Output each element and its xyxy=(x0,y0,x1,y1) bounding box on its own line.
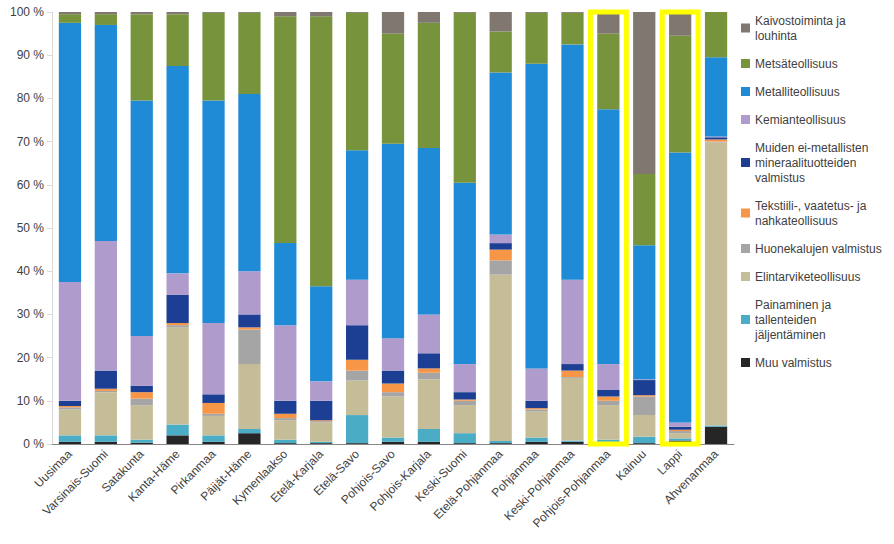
svg-text:Pohjois-Karjala: Pohjois-Karjala xyxy=(367,447,434,514)
svg-text:Varsinais-Suomi: Varsinais-Suomi xyxy=(39,447,111,518)
svg-text:Kaivostoiminta ja: Kaivostoiminta ja xyxy=(755,14,849,28)
svg-text:jäljentäminen: jäljentäminen xyxy=(754,328,826,342)
svg-text:Uusimaa: Uusimaa xyxy=(31,447,75,491)
svg-text:Kemianteollisuus: Kemianteollisuus xyxy=(755,113,846,127)
svg-text:100 %: 100 % xyxy=(10,5,44,19)
svg-text:Kainuu: Kainuu xyxy=(613,447,649,483)
svg-text:Pohjois-Savo: Pohjois-Savo xyxy=(338,447,398,507)
svg-text:Keski-Pohjanmaa: Keski-Pohjanmaa xyxy=(501,447,578,524)
svg-text:Metalliteollisuus: Metalliteollisuus xyxy=(755,85,840,99)
svg-text:nahkateollisuus: nahkateollisuus xyxy=(755,214,838,228)
svg-text:Tekstiili-, vaatetus- ja: Tekstiili-, vaatetus- ja xyxy=(755,199,870,213)
svg-text:40 %: 40 % xyxy=(17,264,45,278)
svg-text:50 %: 50 % xyxy=(17,221,45,235)
svg-text:20 %: 20 % xyxy=(17,351,45,365)
svg-text:Muu valmistus: Muu valmistus xyxy=(755,356,832,370)
svg-text:10 %: 10 % xyxy=(17,394,45,408)
svg-text:Päijät-Häme: Päijät-Häme xyxy=(197,447,255,504)
svg-text:Muiden ei-metallisten: Muiden ei-metallisten xyxy=(755,141,872,155)
svg-text:Metsäteollisuus: Metsäteollisuus xyxy=(755,57,838,71)
svg-text:Pohjanmaa: Pohjanmaa xyxy=(488,447,542,500)
svg-text:Pohjois-Pohjanmaa: Pohjois-Pohjanmaa xyxy=(530,447,614,531)
svg-text:Etelä-Savo: Etelä-Savo xyxy=(310,447,363,499)
svg-text:Huonekalujen valmistus: Huonekalujen valmistus xyxy=(755,242,882,256)
svg-text:mineraalituotteiden: mineraalituotteiden xyxy=(755,156,860,170)
svg-text:Pirkanmaa: Pirkanmaa xyxy=(168,447,219,498)
svg-text:louhinta: louhinta xyxy=(755,29,797,43)
svg-text:Elintarviketeollisuus: Elintarviketeollisuus xyxy=(755,270,860,284)
svg-text:tallenteiden: tallenteiden xyxy=(755,313,820,327)
svg-text:Kanta-Häme: Kanta-Häme xyxy=(125,447,183,505)
svg-text:70 %: 70 % xyxy=(17,135,45,149)
svg-text:90 %: 90 % xyxy=(17,48,45,62)
svg-text:Painaminen ja: Painaminen ja xyxy=(755,298,834,312)
svg-text:Etelä-Pohjanmaa: Etelä-Pohjanmaa xyxy=(430,447,506,522)
svg-text:Etelä-Karjala: Etelä-Karjala xyxy=(267,447,327,506)
svg-text:Ahvenanmaa: Ahvenanmaa xyxy=(661,447,721,507)
svg-text:Kymenlaakso: Kymenlaakso xyxy=(229,447,291,508)
svg-text:Keski-Suomi: Keski-Suomi xyxy=(412,447,470,505)
svg-text:Lappi: Lappi xyxy=(654,447,685,478)
svg-text:valmistus: valmistus xyxy=(755,171,805,185)
svg-text:0 %: 0 % xyxy=(23,437,44,451)
svg-text:Satakunta: Satakunta xyxy=(98,447,147,496)
svg-text:80 %: 80 % xyxy=(17,91,45,105)
svg-text:30 %: 30 % xyxy=(17,307,45,321)
svg-text:60 %: 60 % xyxy=(17,178,45,192)
